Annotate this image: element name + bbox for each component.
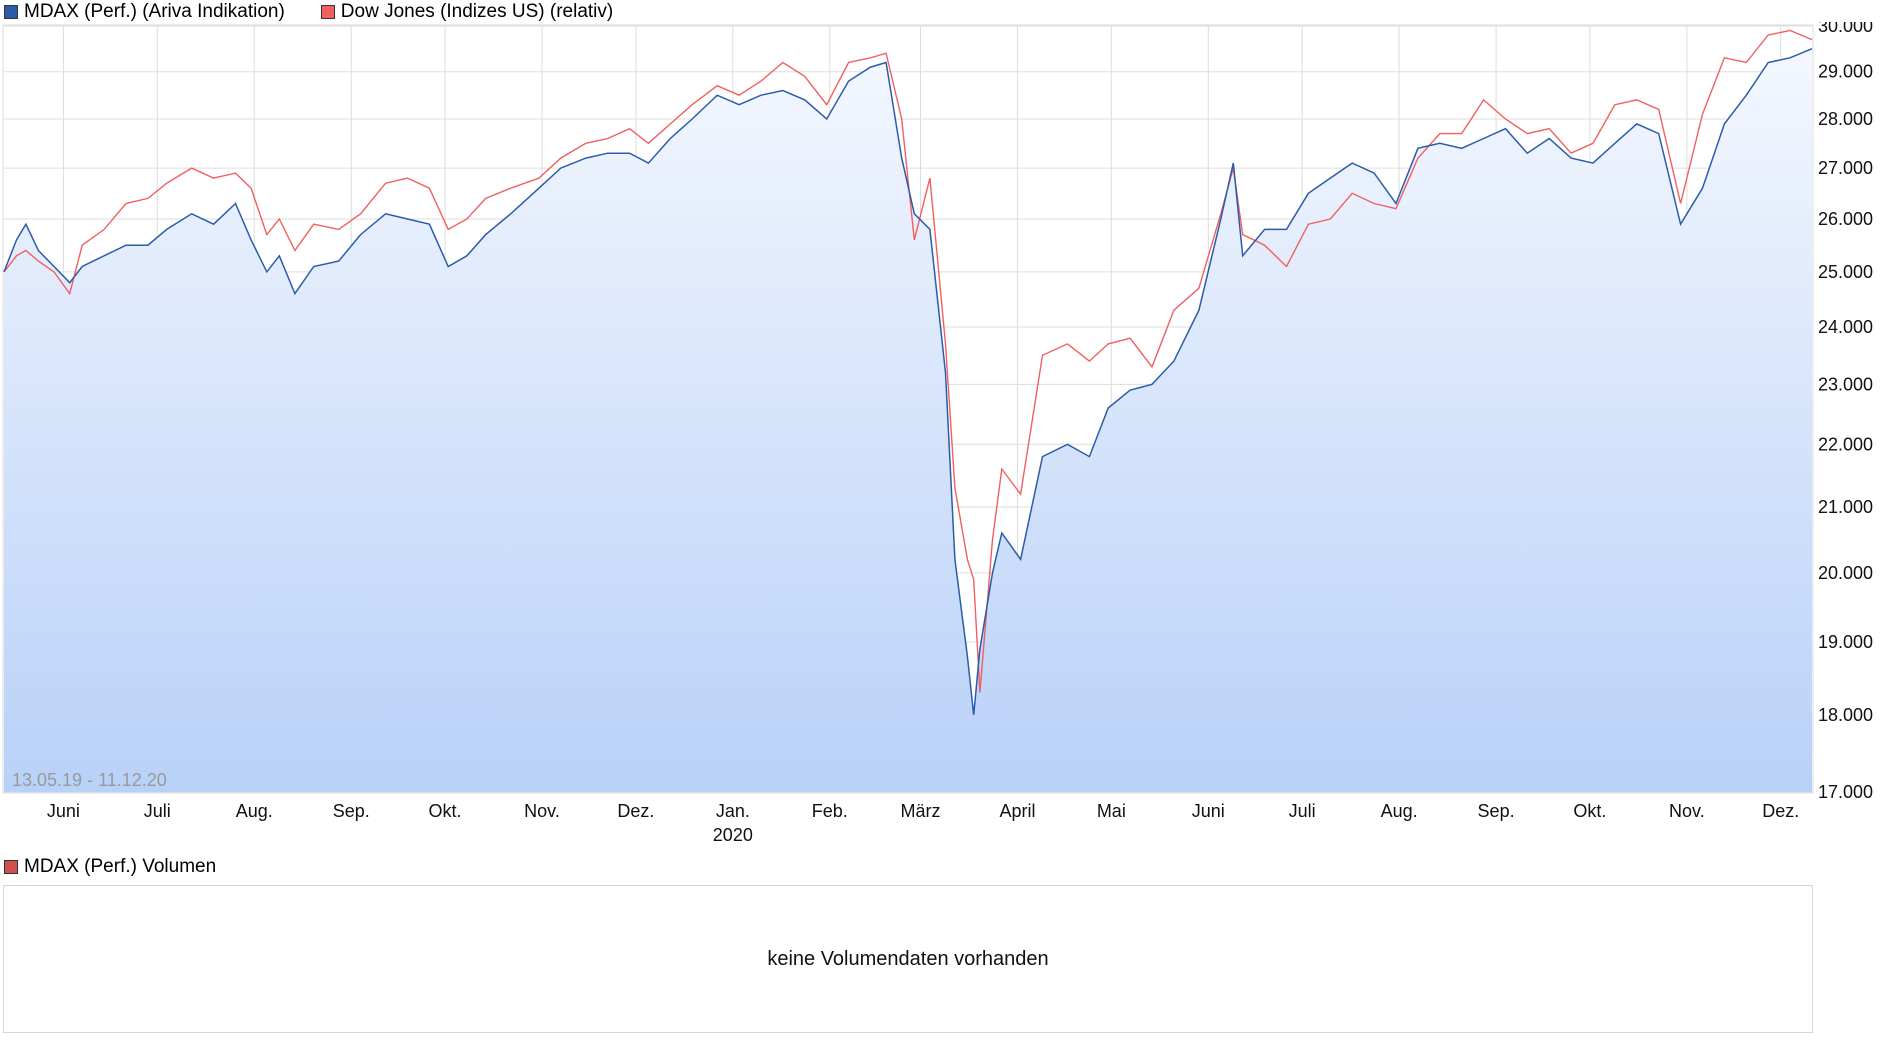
chart-legend: MDAX (Perf.) (Ariva Indikation) Dow Jone… (4, 0, 649, 24)
legend-label-dow: Dow Jones (Indizes US) (relativ) (340, 1, 614, 22)
x-tick-label: Okt. (429, 801, 462, 821)
x-tick-label: Mai (1097, 801, 1126, 821)
y-tick-label: 27.000 (1818, 158, 1873, 178)
mdax-line (3, 48, 1813, 715)
x-tick-label: Okt. (1573, 801, 1606, 821)
legend-item-mdax[interactable]: MDAX (Perf.) (Ariva Indikation) (4, 1, 285, 23)
y-tick-label: 21.000 (1818, 497, 1873, 517)
x-tick-label: Nov. (524, 801, 560, 821)
x-tick-label: Sep. (333, 801, 370, 821)
y-tick-label: 17.000 (1818, 782, 1873, 802)
x-tick-label: Aug. (236, 801, 273, 821)
y-tick-label: 22.000 (1818, 434, 1873, 454)
y-tick-label: 29.000 (1818, 62, 1873, 82)
x-tick-label: Jan. (716, 801, 750, 821)
volume-legend-swatch (4, 860, 18, 874)
y-tick-label: 30.000 (1818, 22, 1873, 36)
x-tick-label: Juli (1289, 801, 1316, 821)
y-tick-label: 24.000 (1818, 317, 1873, 337)
volume-legend: MDAX (Perf.) Volumen (4, 855, 216, 879)
x-tick-label: März (901, 801, 941, 821)
x-tick-label: Aug. (1381, 801, 1418, 821)
volume-empty-message: keine Volumendaten vorhanden (767, 947, 1049, 970)
legend-label-mdax: MDAX (Perf.) (Ariva Indikation) (24, 1, 285, 22)
y-tick-label: 25.000 (1818, 262, 1873, 282)
x-tick-label: Juni (47, 801, 80, 821)
x-tick-label: Feb. (812, 801, 848, 821)
legend-swatch-mdax (4, 5, 18, 19)
x-tick-label: Juli (144, 801, 171, 821)
y-tick-label: 23.000 (1818, 374, 1873, 394)
y-tick-label: 28.000 (1818, 109, 1873, 129)
x-tick-label: Dez. (1762, 801, 1799, 821)
y-tick-label: 19.000 (1818, 632, 1873, 652)
y-tick-label: 18.000 (1818, 705, 1873, 725)
legend-item-dow[interactable]: Dow Jones (Indizes US) (relativ) (320, 1, 614, 23)
x-tick-label: Dez. (617, 801, 654, 821)
price-chart[interactable]: 17.000 18.000 19.000 20.000 21.000 22.000 23.0… (0, 22, 1880, 852)
legend-swatch-dow (320, 5, 335, 19)
x-axis-ticks: Juni Juli Aug. Sep. Okt. Nov. Dez. Jan. 2020 Feb.… (47, 801, 1799, 845)
mdax-area-fill (4, 48, 1812, 792)
volume-panel: keine Volumendaten vorhanden (3, 885, 1813, 1033)
y-tick-label: 26.000 (1818, 209, 1873, 229)
dow-jones-line (3, 29, 1813, 693)
y-axis-ticks: 17.000 18.000 19.000 20.000 21.000 22.000 23.0… (1818, 22, 1873, 802)
date-range-label: 13.05.19 - 11.12.20 (12, 770, 167, 790)
x-tick-label: Sep. (1478, 801, 1515, 821)
volume-legend-label: MDAX (Perf.) Volumen (24, 856, 217, 877)
x-tick-label: April (999, 801, 1035, 821)
x-year-label: 2020 (713, 825, 753, 845)
y-tick-label: 20.000 (1818, 563, 1873, 583)
x-tick-label: Nov. (1669, 801, 1705, 821)
x-tick-label: Juni (1192, 801, 1225, 821)
